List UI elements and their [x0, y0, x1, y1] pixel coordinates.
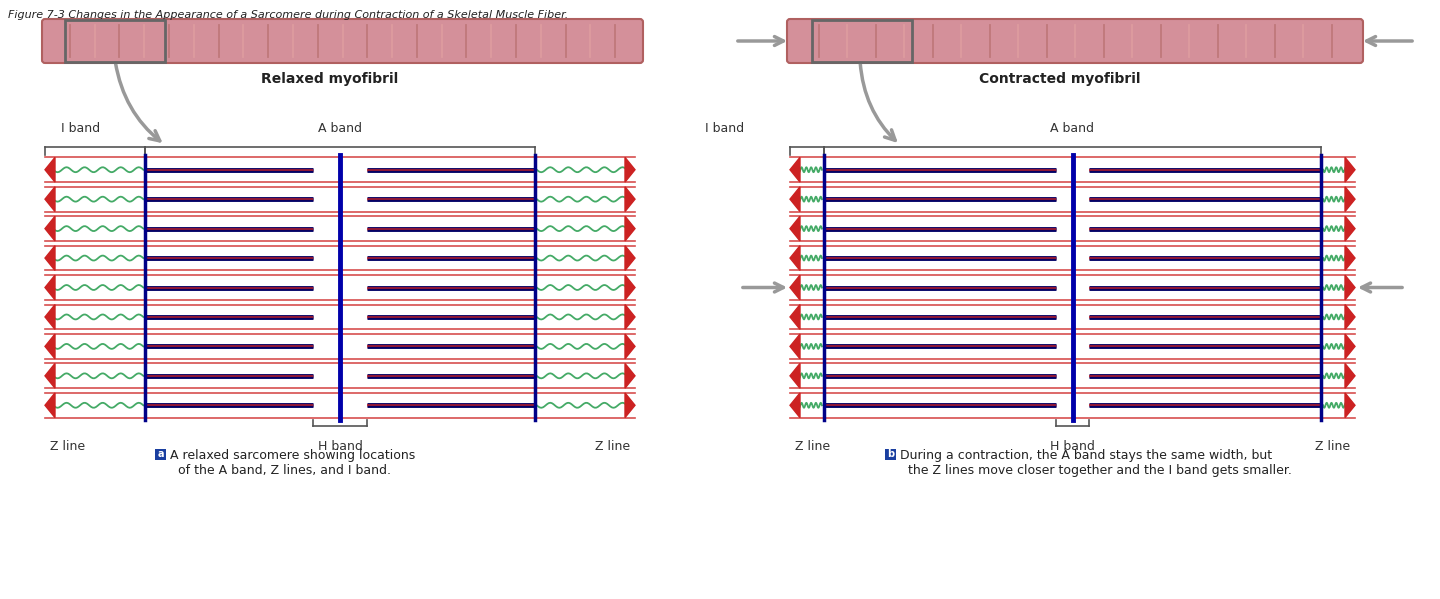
- Text: b: b: [887, 449, 894, 459]
- Text: Z line: Z line: [1315, 440, 1351, 453]
- Polygon shape: [625, 246, 635, 270]
- Bar: [65, 20, 166, 62]
- Polygon shape: [625, 187, 635, 211]
- Polygon shape: [791, 364, 801, 388]
- Text: I band: I band: [706, 122, 744, 135]
- Text: Relaxed myofibril: Relaxed myofibril: [262, 72, 399, 86]
- Polygon shape: [45, 158, 55, 182]
- Text: During a contraction, the A band stays the same width, but
  the Z lines move cl: During a contraction, the A band stays t…: [900, 449, 1292, 477]
- Text: I band: I band: [60, 122, 101, 135]
- Bar: [886, 449, 896, 460]
- Polygon shape: [791, 158, 801, 182]
- Text: H band: H band: [1050, 440, 1094, 453]
- Polygon shape: [625, 275, 635, 300]
- Polygon shape: [1345, 275, 1355, 300]
- Polygon shape: [1345, 304, 1355, 329]
- Text: Contracted myofibril: Contracted myofibril: [979, 72, 1140, 86]
- Polygon shape: [1345, 158, 1355, 182]
- Text: H band: H band: [318, 440, 363, 453]
- Polygon shape: [625, 216, 635, 241]
- FancyBboxPatch shape: [788, 19, 1364, 63]
- Polygon shape: [45, 216, 55, 241]
- Text: A band: A band: [1051, 122, 1094, 135]
- Polygon shape: [45, 187, 55, 211]
- Text: A relaxed sarcomere showing locations
  of the A band, Z lines, and I band.: A relaxed sarcomere showing locations of…: [170, 449, 415, 477]
- Polygon shape: [45, 304, 55, 329]
- Polygon shape: [791, 187, 801, 211]
- Polygon shape: [1345, 216, 1355, 241]
- Text: Figure 7-3 Changes in the Appearance of a Sarcomere during Contraction of a Skel: Figure 7-3 Changes in the Appearance of …: [9, 10, 569, 20]
- Polygon shape: [45, 393, 55, 418]
- Text: Z line: Z line: [595, 440, 631, 453]
- Polygon shape: [625, 334, 635, 359]
- Polygon shape: [791, 216, 801, 241]
- Text: A band: A band: [318, 122, 361, 135]
- FancyBboxPatch shape: [42, 19, 644, 63]
- Polygon shape: [625, 393, 635, 418]
- Text: Z line: Z line: [50, 440, 85, 453]
- Polygon shape: [791, 393, 801, 418]
- Polygon shape: [1345, 393, 1355, 418]
- Polygon shape: [625, 304, 635, 329]
- Polygon shape: [791, 275, 801, 300]
- Polygon shape: [45, 246, 55, 270]
- Polygon shape: [625, 158, 635, 182]
- Bar: [812, 20, 912, 62]
- Polygon shape: [45, 334, 55, 359]
- Polygon shape: [1345, 364, 1355, 388]
- Polygon shape: [791, 334, 801, 359]
- Polygon shape: [791, 304, 801, 329]
- Polygon shape: [1345, 246, 1355, 270]
- Text: Z line: Z line: [795, 440, 829, 453]
- Polygon shape: [1345, 187, 1355, 211]
- Text: a: a: [158, 449, 164, 459]
- Polygon shape: [45, 275, 55, 300]
- Polygon shape: [45, 364, 55, 388]
- Polygon shape: [791, 246, 801, 270]
- Bar: [156, 449, 166, 460]
- Polygon shape: [1345, 334, 1355, 359]
- Polygon shape: [625, 364, 635, 388]
